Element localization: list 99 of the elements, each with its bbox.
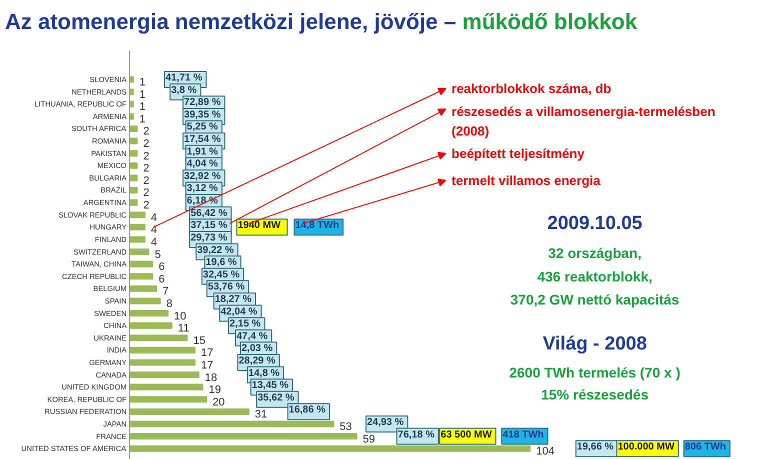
data-label: 2	[143, 187, 150, 200]
bar	[129, 285, 157, 292]
data-label: 2	[143, 174, 150, 187]
annotation: 2,15 %	[230, 318, 261, 330]
annotation: 76,18 %	[398, 429, 435, 440]
data-label: 1	[139, 76, 146, 89]
annotation: 39,35 %	[184, 109, 221, 120]
data-label: 59	[362, 433, 376, 446]
text: 2009.10.05	[547, 213, 643, 234]
annotation: 14,8 %	[248, 368, 280, 379]
data-label: 18	[204, 372, 218, 384]
text: 32 országban,	[548, 244, 642, 261]
bar	[129, 433, 358, 440]
data-label: 19	[208, 384, 221, 396]
data-label: 20	[212, 396, 225, 408]
annotation: 42,04 %	[220, 306, 258, 318]
annotation: 24,93 %	[366, 416, 404, 428]
annotation: 16,86 %	[288, 404, 326, 416]
data-label: 1	[139, 101, 146, 114]
data-label: 6	[158, 273, 165, 286]
bar	[129, 273, 154, 280]
bar	[129, 408, 250, 415]
chart-title: Az atomenergia nemzetközi jelene, jövője –	[5, 9, 456, 34]
annotation: 29,73 %	[190, 232, 228, 244]
annotation: részesedés a villamosenergia-termelésben (2008)	[452, 104, 716, 139]
bar	[129, 346, 196, 354]
bar	[129, 224, 146, 230]
annotation: 47,4 %	[236, 330, 268, 342]
bar	[129, 445, 531, 452]
annotation: 35,62 %	[258, 392, 294, 404]
annotation: 19,6 %	[206, 257, 237, 268]
annotation: 17,54 %	[184, 134, 221, 146]
annotation: 53,76 %	[208, 282, 245, 293]
bar	[129, 310, 169, 317]
annotation: 2600 TWh termelés (70 x )	[509, 364, 680, 380]
data-label: 2	[143, 200, 150, 212]
annotation: 3,8 %	[171, 84, 197, 96]
data-label: 11	[178, 322, 190, 335]
bar	[129, 322, 172, 329]
data-label: 10	[174, 310, 186, 322]
annotation: 37,15 %	[190, 220, 228, 232]
data-label: 31	[254, 408, 268, 421]
annotation: 2,03 %	[241, 343, 273, 354]
data-label: 2	[143, 162, 150, 175]
text: 19,66 %	[576, 442, 614, 453]
bar	[129, 334, 188, 342]
annotation: 1,91 %	[186, 146, 218, 158]
bar	[129, 384, 204, 390]
annotation: 32,92 %	[184, 170, 221, 182]
annotation: termelt villamos energia	[452, 172, 602, 188]
data-label: 5	[154, 248, 161, 261]
data-label: 17	[201, 359, 214, 372]
data-label: 6	[158, 261, 165, 274]
chart-subtitle: működő blokkok	[462, 9, 638, 34]
annotation: 4,04 %	[186, 158, 218, 170]
bar	[129, 359, 196, 366]
bar	[129, 212, 146, 218]
text: 436 reaktorblokk,	[537, 268, 652, 284]
data-label: 7	[162, 286, 169, 298]
annotation: 18,27 %	[214, 294, 252, 305]
data-label: 17	[201, 347, 214, 360]
data-label: 15	[193, 334, 206, 347]
text: Világ - 2008	[542, 334, 647, 355]
annotation: 1940 MW	[238, 220, 282, 232]
annotation: 370,2 GW nettó kapacitás	[510, 292, 680, 308]
annotation: 41,71 %	[166, 72, 202, 84]
data-label: 1	[139, 88, 146, 101]
annotation: 28,29 %	[238, 355, 276, 366]
annotation: 56,42 %	[190, 208, 228, 219]
text: 806 TWh	[684, 442, 726, 453]
data-label: 2	[143, 150, 150, 162]
annotation: 39,22 %	[197, 244, 234, 256]
bar	[129, 396, 208, 403]
data-label: 104	[536, 446, 554, 458]
annotation: beépített teljesítmény	[452, 146, 586, 161]
text: 15% részesedés	[541, 386, 649, 402]
annotation: 13,45 %	[252, 380, 289, 392]
annotation: 14,8 TWh	[295, 220, 340, 232]
data-label: 2	[143, 138, 150, 150]
bar	[129, 260, 154, 268]
bar	[129, 236, 146, 243]
data-label: 1	[139, 113, 146, 126]
data-label: 4	[150, 212, 158, 224]
text: 100.000 MW	[618, 442, 675, 453]
annotation: 63 500 MW	[440, 429, 492, 440]
annotation: reaktorblokkok száma, db	[452, 81, 612, 96]
data-label: 4	[150, 236, 158, 248]
annotation: 3,12 %	[186, 183, 218, 194]
bar	[129, 420, 334, 428]
annotation: 418 TWh	[502, 429, 544, 440]
annotation: 32,45 %	[202, 269, 240, 280]
data-label: 53	[340, 420, 352, 433]
bar	[129, 248, 150, 256]
data-label: 8	[166, 298, 172, 310]
data-label: 2	[143, 126, 150, 138]
bar	[129, 372, 200, 378]
annotation: 5,25 %	[186, 122, 218, 133]
bar	[129, 298, 161, 304]
annotation: 72,89 %	[184, 97, 221, 108]
